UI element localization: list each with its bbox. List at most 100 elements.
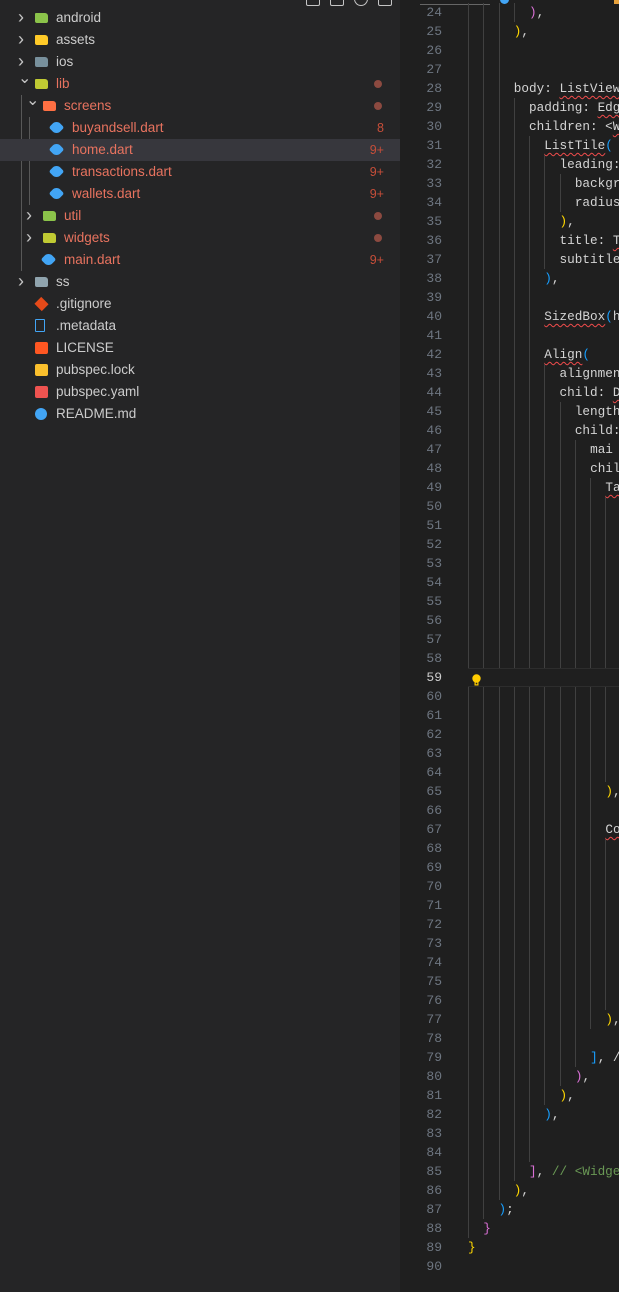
code-line[interactable]: leading:: [560, 155, 619, 174]
code-line[interactable]: ], /: [590, 1048, 619, 1067]
code-line[interactable]: ),: [575, 1067, 590, 1086]
ios-folder-icon: [35, 57, 48, 67]
lightbulb-icon[interactable]: [472, 671, 481, 686]
tree-item-readme-md[interactable]: README.md: [0, 403, 400, 425]
collapse-all-icon[interactable]: [378, 0, 392, 6]
indent-guide: [529, 706, 531, 725]
tree-item-main-dart[interactable]: main.dart 9+: [0, 249, 400, 271]
tree-item-transactions-dart[interactable]: transactions.dart 9+: [0, 161, 400, 183]
code-line[interactable]: );: [499, 1200, 514, 1219]
indent-guide: [498, 3, 500, 22]
indent-guide: [513, 839, 515, 858]
indent-guide: [483, 79, 485, 98]
indent-guide: [483, 60, 485, 79]
code-line[interactable]: Ta: [605, 478, 619, 497]
indent-guide: [483, 155, 485, 174]
code-token: ): [559, 1088, 568, 1103]
chevron-right-icon[interactable]: ›: [18, 29, 24, 49]
indent-guide: [483, 459, 485, 478]
indent-guide: [559, 953, 561, 972]
code-line[interactable]: ListTile(: [544, 136, 613, 155]
breadcrumb[interactable]: [400, 0, 619, 10]
code-line[interactable]: ),: [544, 1105, 559, 1124]
chevron-right-icon[interactable]: ›: [18, 271, 24, 291]
code-line[interactable]: SizedBox(h: [544, 307, 619, 326]
line-number: 55: [426, 594, 442, 609]
code-line[interactable]: title: T: [560, 231, 619, 250]
indent-guide: [468, 1086, 469, 1105]
new-folder-icon[interactable]: [330, 0, 344, 6]
code-line[interactable]: Align(: [544, 345, 590, 364]
tree-item-license[interactable]: LICENSE: [0, 337, 400, 359]
tree-item-assets[interactable]: › assets: [0, 29, 400, 51]
code-line[interactable]: ),: [605, 782, 619, 801]
code-line[interactable]: Co: [605, 820, 619, 839]
code-line[interactable]: length: [575, 402, 619, 421]
line-number: 42: [426, 347, 442, 362]
indent-guide: [498, 972, 500, 991]
indent-guide: [468, 155, 469, 174]
dart-file-icon: [500, 0, 509, 4]
code-line[interactable]: }: [483, 1219, 491, 1238]
code-line[interactable]: backgr: [575, 174, 619, 193]
indent-guide: [574, 1010, 576, 1029]
code-line[interactable]: }: [468, 1238, 476, 1257]
code-line[interactable]: child:: [575, 421, 619, 440]
code-line[interactable]: ),: [514, 22, 529, 41]
code-line[interactable]: ),: [529, 3, 544, 22]
chevron-right-icon[interactable]: ›: [18, 7, 24, 27]
indent-guide: [498, 915, 500, 934]
code-line[interactable]: chil: [590, 459, 619, 478]
code-line[interactable]: ),: [605, 1010, 619, 1029]
tree-item-pubspec-lock[interactable]: pubspec.lock: [0, 359, 400, 381]
indent-guide: [574, 573, 576, 592]
tree-item--metadata[interactable]: .metadata: [0, 315, 400, 337]
code-line[interactable]: radius: [575, 193, 619, 212]
refresh-icon[interactable]: [354, 0, 368, 6]
tree-item-label: README.md: [56, 406, 137, 421]
chevron-down-icon[interactable]: ⌄: [18, 70, 32, 87]
indent-guide: [529, 1086, 531, 1105]
code-line[interactable]: body: ListView: [514, 79, 619, 98]
tree-item-pubspec-yaml[interactable]: pubspec.yaml: [0, 381, 400, 403]
tree-item-screens[interactable]: ⌄ screens: [0, 92, 400, 117]
tree-item-widgets[interactable]: › widgets: [0, 227, 400, 249]
line-number: 48: [426, 461, 442, 476]
code-line[interactable]: children: <W: [529, 117, 619, 136]
chevron-right-icon[interactable]: ›: [26, 205, 32, 225]
code-line[interactable]: child: D: [560, 383, 619, 402]
tree-item-wallets-dart[interactable]: wallets.dart 9+: [0, 183, 400, 205]
tree-item-label: android: [56, 10, 102, 25]
tree-item-label: lib: [56, 76, 70, 91]
code-line[interactable]: ),: [560, 1086, 575, 1105]
indent-guide: [574, 611, 576, 630]
code-line[interactable]: alignmen: [560, 364, 619, 383]
tree-item-ios[interactable]: › ios: [0, 51, 400, 73]
code-line[interactable]: ),: [514, 1181, 529, 1200]
tree-item-lib[interactable]: ⌄ lib: [0, 70, 400, 95]
chevron-right-icon[interactable]: ›: [26, 227, 32, 247]
code-token: backgr: [574, 176, 619, 191]
code-line[interactable]: ),: [560, 212, 575, 231]
chevron-right-icon[interactable]: ›: [18, 51, 24, 71]
code-line[interactable]: subtitle: [560, 250, 619, 269]
code-line[interactable]: ], // <Widge: [529, 1162, 619, 1181]
tree-item-home-dart[interactable]: home.dart 9+: [0, 139, 400, 161]
tree-item-android[interactable]: › android: [0, 7, 400, 29]
tree-item-buyandsell-dart[interactable]: buyandsell.dart 8: [0, 117, 400, 139]
breadcrumb-path[interactable]: [420, 0, 490, 5]
tree-item-label: util: [64, 208, 82, 223]
chevron-down-icon[interactable]: ⌄: [26, 92, 40, 109]
code-editor[interactable]: 24), 25), 26 27 28 body: ListView 29 padding: E…: [400, 0, 619, 1292]
indent-guide: [605, 611, 607, 630]
code-line[interactable]: mai: [590, 440, 613, 459]
new-file-icon[interactable]: [306, 0, 320, 6]
code-line[interactable]: ),: [544, 269, 559, 288]
tree-item-ss[interactable]: › ss: [0, 271, 400, 293]
indent-guide: [544, 1010, 546, 1029]
tree-item--gitignore[interactable]: .gitignore: [0, 293, 400, 315]
line-number: 52: [426, 537, 442, 552]
code-line[interactable]: padding: Edg: [529, 98, 619, 117]
indent-guide: [544, 991, 546, 1010]
tree-item-util[interactable]: › util: [0, 205, 400, 227]
